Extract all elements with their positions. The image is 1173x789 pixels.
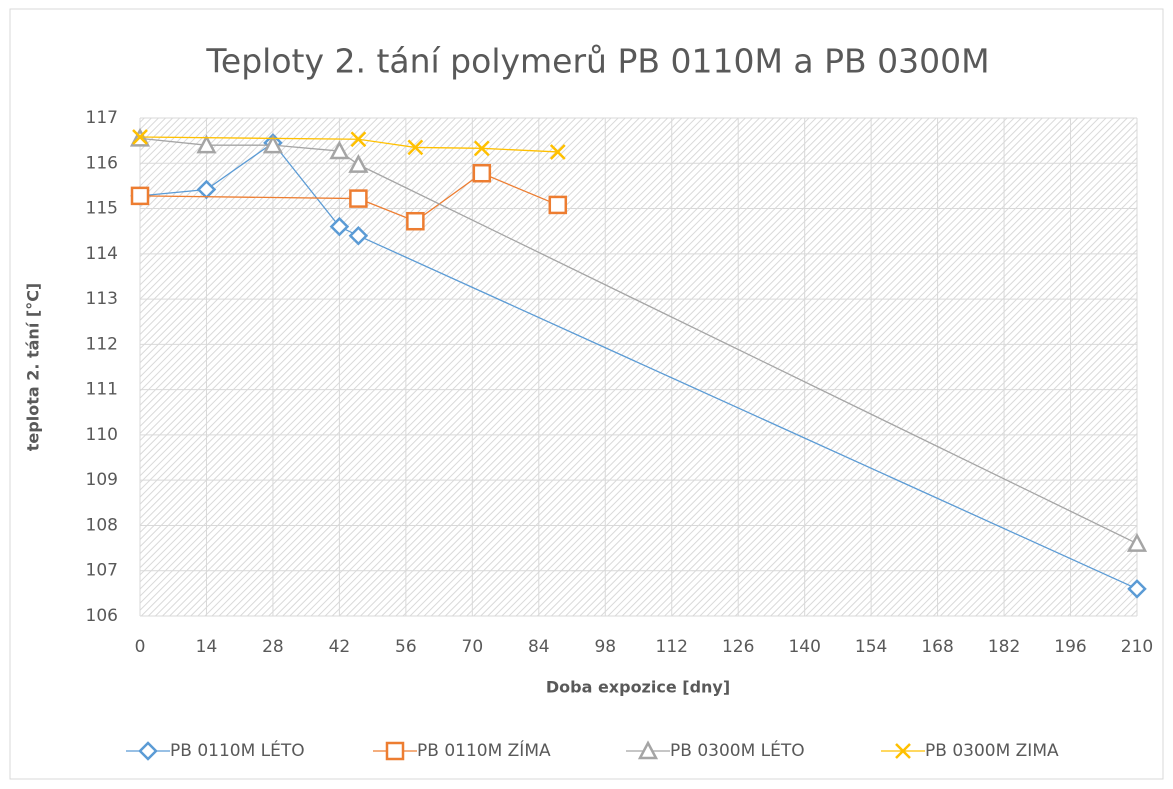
legend-marker: [637, 740, 659, 760]
y-tick-label: 117: [86, 108, 118, 128]
x-tick-label: 154: [855, 637, 887, 657]
y-tick-label: 113: [86, 289, 118, 309]
marker: [348, 225, 369, 246]
x-tick-label: 14: [196, 637, 218, 657]
marker: [130, 186, 150, 206]
y-tick-label: 107: [86, 561, 118, 581]
marker: [329, 216, 350, 237]
x-tick-label: 182: [988, 637, 1020, 657]
y-tick-label: 108: [86, 515, 118, 535]
legend-label: PB 0110M LÉTO: [170, 739, 305, 761]
marker: [132, 129, 148, 145]
legend-label: PB 0300M LÉTO: [670, 739, 805, 761]
legend-label: PB 0300M ZIMA: [925, 741, 1059, 761]
legend-marker: [895, 743, 911, 759]
plot-area: [140, 118, 1137, 616]
x-tick-label: 84: [528, 637, 550, 657]
marker: [407, 139, 424, 156]
y-tick-label: 106: [86, 606, 118, 626]
x-tick-label: 28: [262, 637, 284, 657]
marker: [406, 211, 425, 231]
x-tick-label: 98: [594, 637, 616, 657]
legend-marker: [138, 741, 158, 761]
chart-title: Teploty 2. tání polymerů PB 0110M a PB 0…: [205, 42, 989, 81]
y-tick-label: 111: [86, 380, 118, 400]
marker: [1127, 579, 1147, 599]
y-tick-label: 114: [86, 244, 118, 264]
marker: [549, 144, 566, 160]
y-tick-label: 112: [86, 334, 118, 354]
series-line: [139, 137, 1138, 545]
x-tick-label: 56: [395, 637, 417, 657]
x-axis-title: Doba expozice [dny]: [546, 678, 730, 697]
x-tick-label: 126: [722, 637, 754, 657]
x-tick-label: 168: [921, 637, 953, 657]
marker: [348, 153, 369, 173]
y-tick-label: 115: [86, 199, 118, 219]
series-line: [139, 142, 1138, 590]
marker: [329, 140, 350, 160]
y-tick-label: 110: [86, 425, 118, 445]
x-tick-label: 112: [656, 637, 688, 657]
x-tick-label: 210: [1121, 637, 1153, 657]
y-tick-label: 109: [86, 470, 118, 490]
marker: [473, 140, 490, 157]
marker: [262, 134, 284, 154]
x-tick-label: 196: [1054, 637, 1086, 657]
marker: [350, 131, 367, 148]
marker: [1126, 532, 1148, 552]
x-tick-label: 70: [462, 637, 484, 657]
y-axis-title: teplota 2. tání [°C]: [24, 283, 43, 451]
y-tick-label: 116: [86, 153, 118, 173]
x-tick-label: 42: [329, 637, 351, 657]
legend-label: PB 0110M ZÍMA: [417, 739, 551, 761]
marker: [472, 163, 492, 183]
x-tick-label: 0: [135, 637, 146, 657]
marker: [196, 179, 217, 200]
x-tick-label: 140: [788, 637, 820, 657]
marker: [548, 195, 568, 215]
legend-marker: [385, 741, 405, 761]
marker: [349, 189, 368, 208]
marker: [196, 134, 217, 154]
